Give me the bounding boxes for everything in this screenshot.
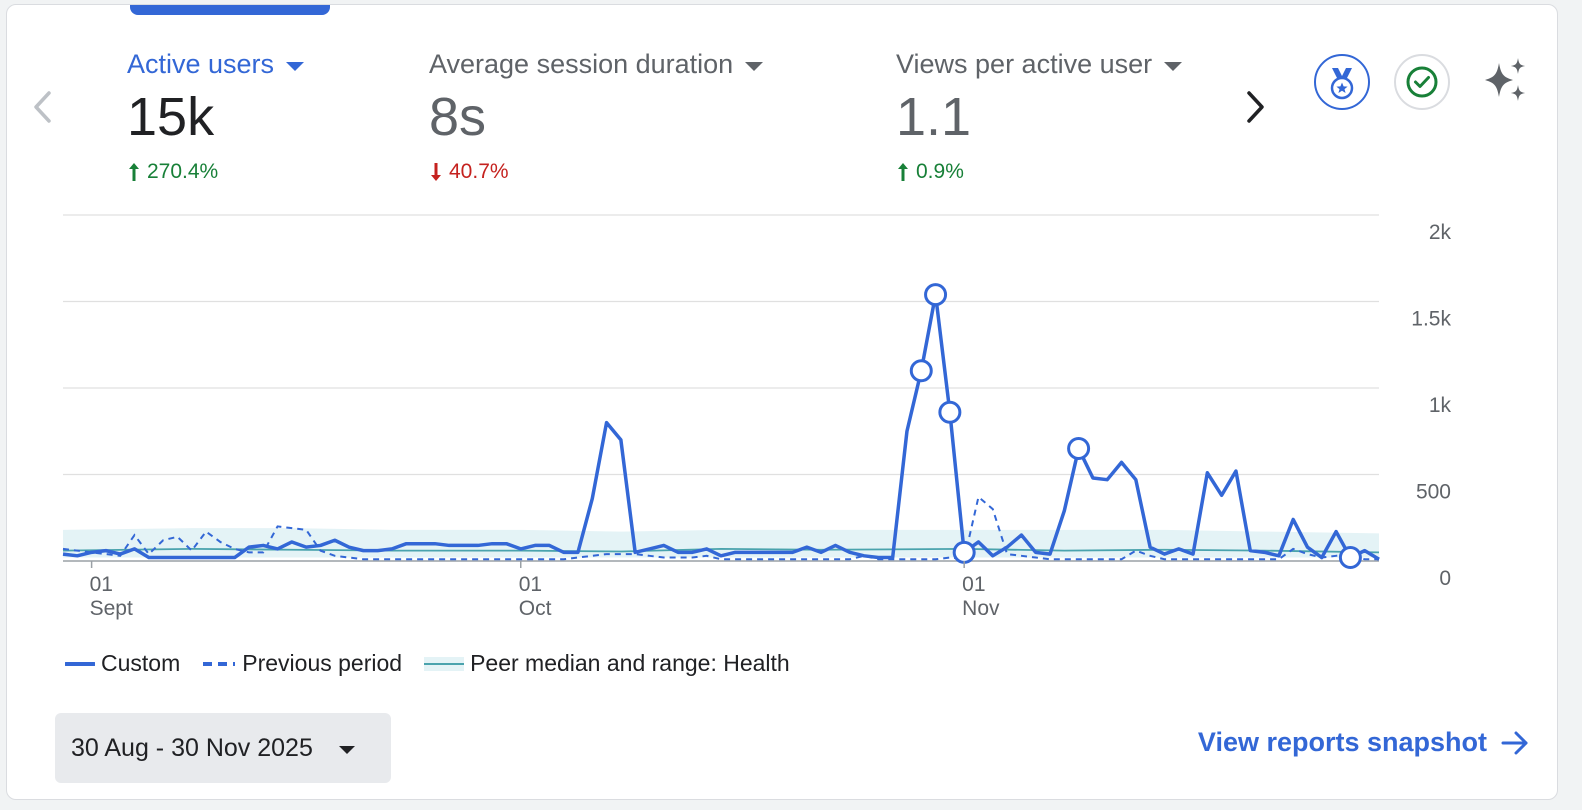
metric-value: 1.1 bbox=[896, 87, 972, 147]
legend-band-icon bbox=[424, 656, 465, 671]
anomaly-point-marker bbox=[1338, 546, 1362, 570]
y-tick-label: 1k bbox=[1429, 394, 1452, 417]
snapshot-link-label: View reports snapshot bbox=[1197, 727, 1487, 757]
metric-selector[interactable]: Average session duration bbox=[429, 49, 764, 80]
y-tick-label: 0 bbox=[1439, 567, 1451, 590]
caret-down-icon bbox=[745, 61, 764, 71]
x-tick-month-label: Sept bbox=[90, 597, 133, 620]
metric-selector[interactable]: Active users bbox=[127, 49, 305, 80]
summary-card: Active users 15k 270.4% Average session … bbox=[6, 4, 1558, 800]
metric-change-value: 0.9% bbox=[916, 160, 964, 183]
chevron-left-icon[interactable] bbox=[31, 89, 55, 125]
arrow-right-icon bbox=[1501, 731, 1528, 754]
anomaly-point-marker bbox=[952, 540, 976, 564]
metric-change: 0.9% bbox=[896, 160, 1182, 184]
legend-label: Previous period bbox=[242, 650, 403, 676]
x-tick-month-label: Oct bbox=[519, 597, 552, 620]
custom-series-line bbox=[62, 292, 1380, 561]
y-tick-label: 500 bbox=[1416, 481, 1451, 504]
metric-active-users[interactable]: Active users 15k 270.4% bbox=[127, 49, 305, 184]
metric-selector[interactable]: Views per active user bbox=[896, 49, 1183, 80]
chevron-right-icon[interactable] bbox=[1243, 89, 1267, 125]
legend-item-custom: Custom bbox=[65, 650, 180, 677]
metric-label: Active users bbox=[127, 49, 275, 79]
anomaly-point-marker bbox=[1067, 437, 1091, 461]
metric-change: 270.4% bbox=[127, 160, 304, 184]
metric-avg-session-duration[interactable]: Average session duration 8s 40.7% bbox=[429, 49, 764, 184]
y-tick-label: 1.5k bbox=[1411, 308, 1451, 331]
metric-change-value: 270.4% bbox=[147, 160, 219, 183]
metric-change: 40.7% bbox=[429, 160, 763, 184]
x-tick-day-label: 01 bbox=[519, 573, 542, 596]
arrow-up-icon bbox=[898, 163, 908, 181]
metric-change-value: 40.7% bbox=[449, 160, 509, 183]
peer-median-line bbox=[62, 547, 1380, 554]
caret-down-icon bbox=[1164, 61, 1183, 71]
arrow-up-icon bbox=[129, 163, 139, 181]
anomaly-point-marker bbox=[938, 400, 962, 424]
x-tick-day-label: 01 bbox=[90, 573, 113, 596]
legend-dashed-line-icon bbox=[203, 661, 236, 666]
caret-down-icon bbox=[338, 745, 355, 754]
date-range-label: 30 Aug - 30 Nov 2025 bbox=[71, 733, 313, 762]
metric-label: Average session duration bbox=[429, 49, 734, 79]
legend-label: Custom bbox=[101, 650, 181, 676]
selected-tab-indicator bbox=[130, 5, 330, 15]
legend-label: Peer median and range: Health bbox=[470, 650, 790, 676]
legend-item-previous-period: Previous period bbox=[202, 650, 402, 677]
metric-views-per-active-user[interactable]: Views per active user 1.1 0.9% bbox=[896, 49, 1183, 184]
check-circle-icon[interactable] bbox=[1393, 53, 1451, 111]
date-range-selector[interactable]: 30 Aug - 30 Nov 2025 bbox=[55, 713, 391, 783]
metric-value: 8s bbox=[429, 87, 487, 147]
metric-label: Views per active user bbox=[896, 49, 1153, 79]
x-tick-day-label: 01 bbox=[962, 573, 985, 596]
legend-solid-line-icon bbox=[65, 661, 95, 666]
arrow-down-icon bbox=[431, 163, 441, 181]
anomaly-point-marker bbox=[909, 359, 933, 383]
y-tick-label: 2k bbox=[1429, 221, 1452, 244]
chart-legend: Custom Previous period Peer median and r… bbox=[65, 650, 812, 677]
sparkle-icon[interactable] bbox=[1479, 55, 1533, 109]
x-tick-month-label: Nov bbox=[962, 597, 1000, 620]
view-reports-snapshot-link[interactable]: View reports snapshot bbox=[1198, 727, 1529, 758]
legend-item-peer-median: Peer median and range: Health bbox=[424, 650, 790, 677]
caret-down-icon bbox=[286, 61, 305, 71]
anomaly-point-marker bbox=[924, 283, 948, 307]
metric-value: 15k bbox=[127, 87, 215, 147]
medal-icon[interactable] bbox=[1313, 53, 1371, 111]
